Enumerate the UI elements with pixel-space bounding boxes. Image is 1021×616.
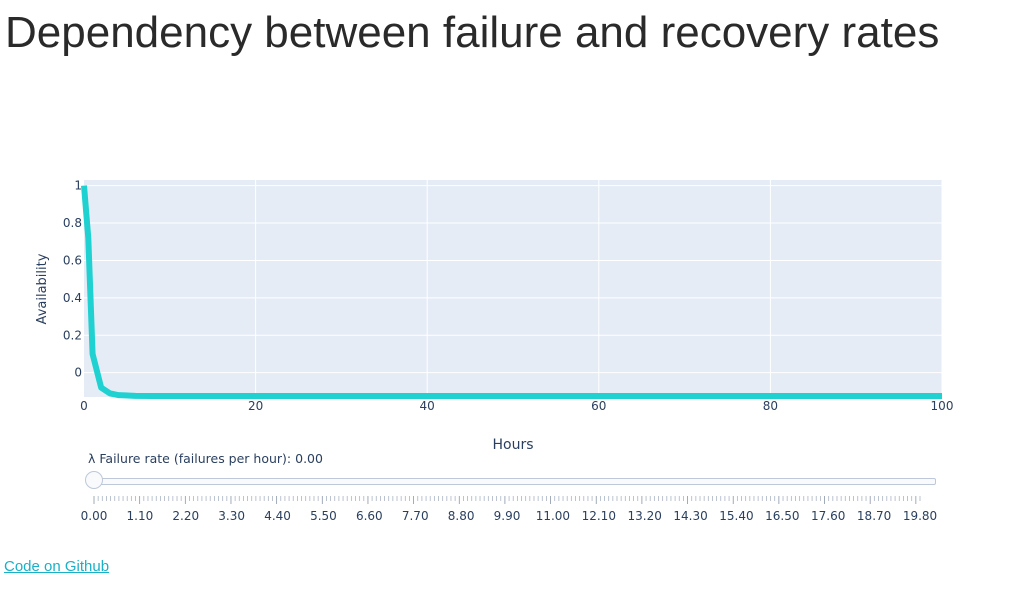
y-tick-label: 0 [74, 366, 82, 380]
y-axis-label: Availability [35, 253, 50, 324]
slider-tick-label[interactable]: 7.70 [402, 509, 429, 523]
slider-minor-ticks [93, 496, 921, 504]
slider-tick-label[interactable]: 14.30 [673, 509, 707, 523]
grid-lines [84, 180, 943, 397]
slider-tick-label[interactable]: 17.60 [811, 509, 845, 523]
slider-tick-label[interactable]: 13.20 [627, 509, 661, 523]
slider-tick-label[interactable]: 11.00 [536, 509, 570, 523]
plot-area [84, 180, 942, 397]
x-tick-label: 60 [591, 399, 606, 413]
x-tick-label: 20 [248, 399, 263, 413]
x-tick-label: 0 [80, 399, 88, 413]
slider-tick-label[interactable]: 9.90 [494, 509, 521, 523]
slider-tick-label[interactable]: 8.80 [448, 509, 475, 523]
series-layer [81, 185, 942, 400]
slider-tick-label[interactable]: 0.00 [81, 509, 108, 523]
slider-tick-label[interactable]: 12.10 [582, 509, 616, 523]
x-axis-label: Hours [492, 437, 533, 453]
x-tick-label: 80 [763, 399, 778, 413]
failure-rate-slider-handle[interactable] [85, 471, 103, 489]
slider-tick-label[interactable]: 6.60 [356, 509, 383, 523]
slider-tick-label[interactable]: 4.40 [264, 509, 291, 523]
slider-tick-label[interactable]: 18.70 [857, 509, 891, 523]
y-tick-label: 1 [74, 179, 82, 193]
y-tick-label: 0.6 [63, 253, 82, 267]
availability-series-line [81, 185, 942, 400]
y-tick-label: 0.8 [63, 216, 82, 230]
slider-tick-label[interactable]: 5.50 [310, 509, 337, 523]
failure-rate-slider-label: λ Failure rate (failures per hour): 0.00 [88, 451, 323, 466]
slider-tick-label[interactable]: 1.10 [127, 509, 154, 523]
slider-tick-label[interactable]: 15.40 [719, 509, 753, 523]
slider-tick-label[interactable]: 3.30 [218, 509, 245, 523]
slider-tick-labels: 0.00 1.10 2.20 3.30 4.40 5.50 6.60 7.70 8.80 9.90… [81, 509, 938, 523]
slider-tick-label[interactable]: 16.50 [765, 509, 799, 523]
y-axis-ticks: 0 0.2 0.4 0.6 0.8 1 [63, 179, 82, 380]
y-tick-label: 0.2 [63, 328, 82, 342]
page-title: Dependency between failure and recovery … [5, 8, 940, 57]
y-tick-label: 0.4 [63, 291, 82, 305]
github-link[interactable]: Code on Github [4, 558, 110, 575]
slider-tick-label[interactable]: 2.20 [172, 509, 199, 523]
x-axis-ticks: 0 20 40 60 80 100 [80, 399, 953, 413]
x-tick-label: 100 [931, 399, 954, 413]
x-tick-label: 40 [420, 399, 435, 413]
slider-tick-label[interactable]: 19.80 [903, 509, 937, 523]
